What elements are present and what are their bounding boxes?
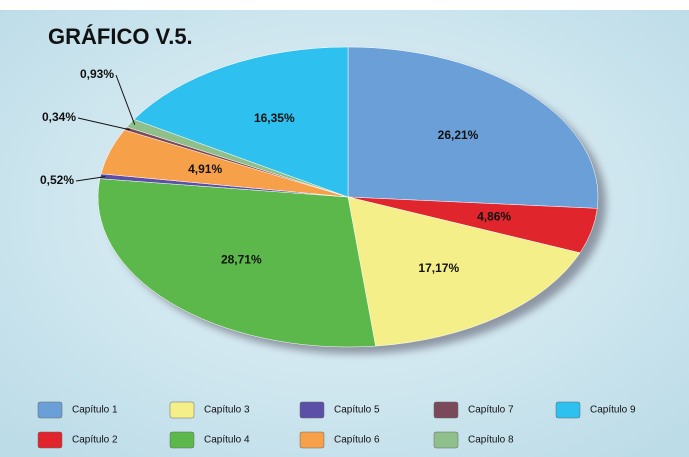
data-label: 0,34% <box>42 110 76 124</box>
legend-label: Capítulo 9 <box>590 405 636 416</box>
legend-swatch <box>299 401 325 419</box>
data-label: 4,86% <box>477 210 511 224</box>
data-label: 4,91% <box>188 162 222 176</box>
legend-label: Capítulo 7 <box>468 405 514 416</box>
legend-swatch <box>169 431 195 449</box>
legend-label: Capítulo 4 <box>204 435 250 446</box>
legend-swatch <box>299 431 325 449</box>
pie-slice <box>133 46 349 198</box>
data-label: 0,93% <box>80 67 114 81</box>
legend-label: Capítulo 5 <box>334 405 380 416</box>
legend-label: Capítulo 6 <box>334 435 380 446</box>
data-label: 0,52% <box>40 173 74 187</box>
legend-label: Capítulo 2 <box>72 435 118 446</box>
leader-line <box>75 176 106 182</box>
legend-label: Capítulo 8 <box>468 435 514 446</box>
data-label: 17,17% <box>418 261 459 275</box>
data-label: 26,21% <box>438 128 479 142</box>
legend-swatch <box>169 401 195 419</box>
leader-line <box>115 74 136 125</box>
data-label: 28,71% <box>221 252 262 266</box>
legend-swatch <box>433 401 459 419</box>
pie-slice <box>347 46 599 209</box>
legend-label: Capítulo 1 <box>72 405 118 416</box>
pie-slice <box>97 178 376 348</box>
pie-slice <box>347 196 581 347</box>
legend-swatch <box>37 431 63 449</box>
legend-label: Capítulo 3 <box>204 405 250 416</box>
legend-swatch <box>555 401 581 419</box>
data-label: 16,35% <box>254 111 295 125</box>
legend-swatch <box>37 401 63 419</box>
legend-swatch <box>433 431 459 449</box>
leader-line <box>77 117 131 131</box>
chart-title: GRÁFICO V.5. <box>48 24 193 49</box>
